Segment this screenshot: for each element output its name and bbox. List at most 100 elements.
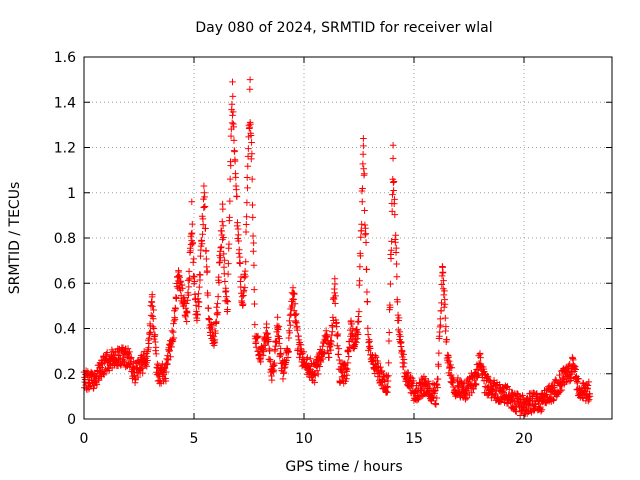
data-point [224,298,232,305]
data-point [220,234,227,241]
data-point [250,261,258,269]
data-point [152,350,160,358]
data-point [185,283,193,291]
data-point [387,255,395,262]
data-point [170,334,178,342]
y-axis-label: SRMTID / TECUs [7,182,23,295]
data-point [333,342,341,350]
data-point [433,380,440,388]
data-point [246,76,254,83]
data-point [203,255,210,263]
data-point [569,363,576,371]
data-point [360,165,368,173]
y-tick-label: 0.8 [54,231,76,247]
y-tick-label: 0.4 [54,322,76,338]
data-point [310,371,318,378]
data-point [222,287,230,295]
data-point [343,375,350,383]
y-tick-label: 1.6 [54,50,76,66]
data-point [330,295,338,303]
data-point [144,357,151,364]
data-point [220,250,228,258]
data-point [432,401,440,408]
data-point [433,394,441,402]
data-point [168,327,176,335]
data-point [214,300,221,307]
data-point [184,309,191,317]
data-point [185,291,192,299]
data-point [391,196,398,203]
data-point [436,323,444,331]
data-point [235,237,242,245]
data-point [265,338,272,345]
data-point [167,353,174,361]
data-point [290,307,298,314]
y-tick-label: 0.2 [54,367,76,383]
data-point [231,148,238,155]
data-point [202,247,210,254]
data-point [385,359,392,367]
data-point [304,354,311,361]
data-point [247,155,255,163]
data-point [290,289,298,297]
data-point [306,363,314,370]
data-point [448,364,456,372]
data-point [241,284,249,291]
data-point [321,349,328,356]
y-tick-label: 0.6 [54,276,76,292]
data-point [248,150,256,158]
y-tick-label: 1.4 [54,95,76,111]
data-point [357,233,365,241]
data-point [216,248,224,255]
data-point [334,330,342,338]
data-point [442,314,449,322]
data-point [216,259,223,267]
data-point [237,283,245,291]
x-tick-label: 15 [405,431,423,447]
data-point [177,277,185,285]
data-point [229,93,237,100]
data-point [287,321,294,329]
data-point [277,351,285,359]
plot-frame [83,56,613,420]
data-point [205,305,212,312]
data-point [213,318,220,326]
data-point [263,320,270,328]
data-point [289,284,297,292]
data-point [286,317,293,325]
data-point [387,246,395,254]
data-point [95,376,103,384]
data-point [328,338,335,346]
data-point [389,155,397,162]
data-point [233,186,240,193]
data-point [450,376,458,384]
data-point [331,289,338,297]
data-point [350,342,357,349]
data-point [238,293,246,301]
data-point [228,119,236,127]
data-point [316,363,323,370]
data-point [286,329,294,337]
data-point [234,219,241,226]
data-point [333,323,341,330]
data-point [237,278,244,285]
data-point [352,326,360,334]
data-point [438,299,445,307]
data-point [244,184,251,192]
data-point [322,334,330,342]
data-point [150,306,157,314]
data-point [356,263,364,271]
data-point [228,100,236,108]
data-point [246,85,254,93]
data-point [358,220,365,228]
data-point [349,325,357,332]
data-point [516,412,524,419]
data-point [130,372,138,379]
data-point [585,378,593,386]
data-point [354,318,362,326]
data-point [365,336,373,343]
data-point [353,335,361,342]
data-point [230,123,237,131]
data-point [291,300,299,308]
data-point [517,396,524,403]
